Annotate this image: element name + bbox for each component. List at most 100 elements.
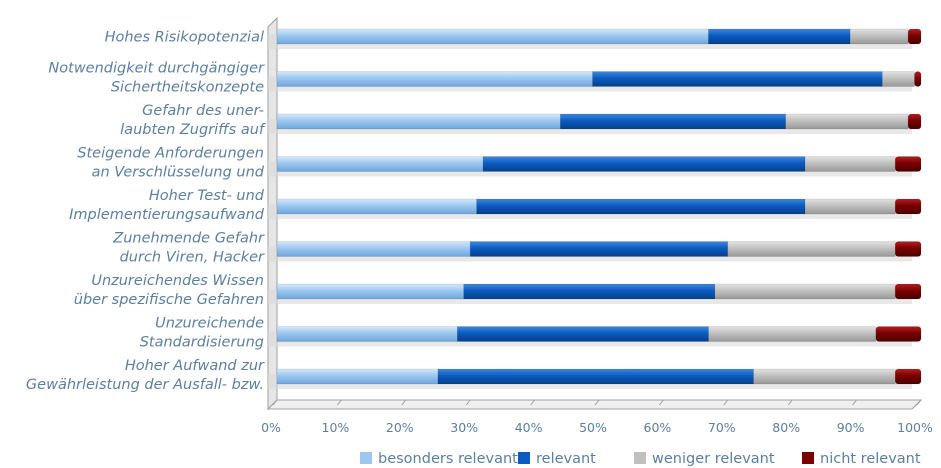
x-tick-mark bbox=[659, 399, 664, 406]
x-tick-label: 60% bbox=[644, 420, 672, 435]
bar-segment-relevant bbox=[437, 368, 754, 385]
bar-segment-weniger-relevant bbox=[804, 198, 896, 215]
bar-row bbox=[268, 368, 922, 389]
x-tick-mark bbox=[401, 399, 407, 406]
bar-segment-relevant bbox=[463, 283, 716, 300]
legend-swatch bbox=[360, 452, 372, 464]
bar-segment-besonders-relevant bbox=[276, 156, 484, 172]
bar-segment-besonders-relevant bbox=[276, 326, 458, 342]
legend-item: besonders relevant bbox=[360, 451, 518, 467]
x-tick-label: 40% bbox=[515, 420, 543, 435]
category-labels: Hohes Risikopotenzial Notwendigkeit durch… bbox=[26, 30, 266, 394]
bar-row bbox=[268, 156, 922, 177]
x-tick-mark bbox=[852, 399, 857, 406]
bars bbox=[268, 28, 922, 389]
category-label: Gefahr des uner- bbox=[142, 103, 264, 119]
x-tick-label: 0% bbox=[261, 420, 281, 435]
x-tick-label: 50% bbox=[579, 420, 607, 435]
bar-segment-nicht-relevant bbox=[894, 283, 922, 300]
x-tick-mark bbox=[594, 399, 600, 406]
category-label: Unzureichende bbox=[155, 316, 264, 332]
x-tick-label: 100% bbox=[897, 420, 933, 435]
bar-segment-weniger-relevant bbox=[882, 71, 915, 87]
x-tick-mark bbox=[787, 399, 793, 406]
x-tick-label: 90% bbox=[837, 420, 865, 435]
category-label: Sichertheitskonzepte bbox=[111, 80, 264, 96]
bar-row bbox=[268, 113, 922, 134]
bar-segment-besonders-relevant bbox=[276, 241, 471, 257]
bar-segment-nicht-relevant bbox=[914, 71, 922, 87]
category-label: Gewährleistung der Ausfall- bzw. bbox=[26, 377, 264, 393]
legend-label: nicht relevant bbox=[820, 451, 921, 467]
x-tick-mark bbox=[272, 399, 278, 406]
bar-segment-nicht-relevant bbox=[907, 28, 922, 45]
bar-segment-nicht-relevant bbox=[875, 326, 922, 342]
bar-segment-nicht-relevant bbox=[894, 156, 922, 172]
category-label: an Verschlüsselung und bbox=[92, 165, 265, 181]
category-label: Unzureichendes Wissen bbox=[91, 273, 264, 289]
bar-segment-besonders-relevant bbox=[276, 198, 477, 215]
bar-segment-relevant bbox=[560, 113, 787, 130]
category-label: Hoher Test- und bbox=[149, 188, 265, 204]
legend-label: relevant bbox=[536, 451, 596, 467]
bar-segment-relevant bbox=[457, 326, 709, 342]
bar-segment-weniger-relevant bbox=[785, 113, 909, 130]
legend-item: weniger relevant bbox=[634, 451, 775, 467]
x-tick-mark bbox=[530, 399, 535, 406]
category-label: Notwendigkeit durchgängiger bbox=[48, 61, 265, 77]
bar-row bbox=[268, 198, 922, 219]
bar-segment-relevant bbox=[482, 156, 806, 172]
bar-row bbox=[268, 241, 922, 262]
category-label: Zunehmende Gefahr bbox=[112, 231, 265, 247]
x-tick-mark bbox=[465, 399, 471, 406]
bar-segment-besonders-relevant bbox=[276, 113, 561, 130]
legend-item: nicht relevant bbox=[802, 451, 921, 467]
bar-segment-relevant bbox=[476, 198, 806, 215]
bar-segment-weniger-relevant bbox=[714, 283, 896, 300]
category-label: durch Viren, Hacker bbox=[120, 250, 265, 266]
bar-segment-relevant bbox=[592, 71, 883, 87]
category-label: über spezifische Gefahren bbox=[74, 292, 264, 308]
bar-segment-nicht-relevant bbox=[894, 368, 922, 385]
x-tick-label: 30% bbox=[450, 420, 478, 435]
legend-swatch bbox=[518, 452, 530, 464]
bar-segment-weniger-relevant bbox=[849, 28, 909, 45]
bar-row bbox=[268, 283, 922, 304]
x-tick-label: 80% bbox=[772, 420, 800, 435]
bar-segment-nicht-relevant bbox=[907, 113, 922, 130]
bar-segment-relevant bbox=[708, 28, 851, 45]
legend-label: weniger relevant bbox=[652, 451, 775, 467]
category-label: Steigende Anforderungen bbox=[77, 146, 264, 162]
legend-item: relevant bbox=[518, 451, 596, 467]
legend-swatch bbox=[802, 452, 814, 464]
bar-segment-besonders-relevant bbox=[276, 71, 593, 87]
bar-segment-weniger-relevant bbox=[708, 326, 877, 342]
bar-segment-besonders-relevant bbox=[276, 28, 709, 45]
bar-segment-besonders-relevant bbox=[276, 283, 465, 300]
bar-row bbox=[268, 28, 922, 49]
bar-segment-nicht-relevant bbox=[894, 198, 922, 215]
bar-row bbox=[268, 71, 922, 92]
legend: besonders relevant relevant weniger releva… bbox=[360, 451, 921, 467]
category-label: Hoher Aufwand zur bbox=[125, 358, 265, 374]
x-axis-ticks: 0% 10% 20% 30% 40% 50% 60% 70% 80% 90% 100% bbox=[261, 399, 933, 435]
axis-floor bbox=[266, 399, 923, 410]
legend-swatch bbox=[634, 452, 646, 464]
category-label: Hohes Risikopotenzial bbox=[105, 30, 264, 46]
bar-segment-nicht-relevant bbox=[894, 241, 922, 257]
bar-segment-weniger-relevant bbox=[804, 156, 896, 172]
bar-segment-weniger-relevant bbox=[753, 368, 896, 385]
x-tick-mark bbox=[337, 399, 342, 406]
legend-label: besonders relevant bbox=[378, 451, 518, 467]
bar-segment-besonders-relevant bbox=[276, 368, 439, 385]
x-tick-mark bbox=[723, 399, 729, 406]
bar-row bbox=[268, 326, 922, 347]
category-label: Standardisierung bbox=[140, 335, 264, 351]
x-tick-label: 20% bbox=[386, 420, 414, 435]
bar-segment-weniger-relevant bbox=[727, 241, 896, 257]
x-tick-label: 70% bbox=[708, 420, 736, 435]
bar-segment-relevant bbox=[469, 241, 729, 257]
category-label: laubten Zugriffs auf bbox=[120, 122, 266, 138]
category-label: Implementierungsaufwand bbox=[69, 207, 265, 223]
